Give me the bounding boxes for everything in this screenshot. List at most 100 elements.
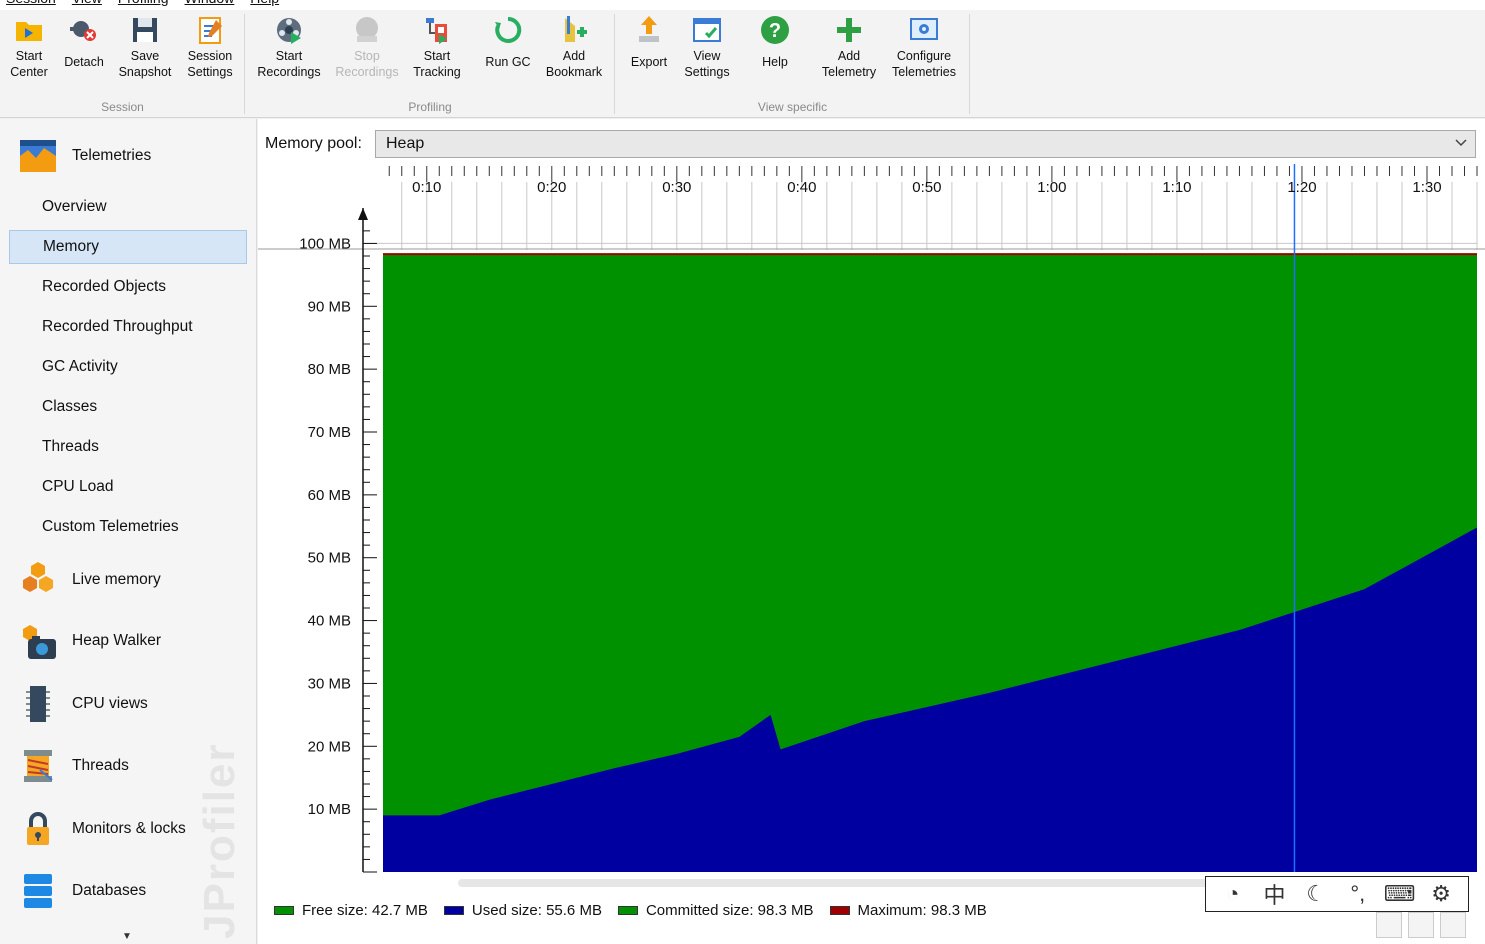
view-settings-icon: [693, 18, 721, 42]
scroll-down-arrow-icon[interactable]: ▼: [122, 931, 132, 942]
add-bookmark-button[interactable]: Add Bookmark: [541, 14, 607, 94]
y-tick-label: 30 MB: [308, 675, 351, 692]
monitors-locks-icon: [27, 812, 49, 845]
start-recordings-button[interactable]: Start Recordings: [253, 14, 325, 94]
sidebar-section-label: Live memory: [72, 571, 161, 588]
sidebar-section-heap-walker[interactable]: Heap Walker: [18, 621, 161, 661]
sidebar-section-label: Heap Walker: [72, 632, 162, 649]
zoom-out-icon[interactable]: [1376, 912, 1402, 938]
moon-icon[interactable]: ☾: [1306, 881, 1326, 906]
sidebar-section-telemetries[interactable]: Telemetries: [18, 136, 151, 176]
detach-button[interactable]: Detach: [60, 14, 108, 94]
session-settings-icon: [199, 17, 222, 44]
x-tick-label: 1:30: [1412, 179, 1441, 196]
menu-profiling[interactable]: Profiling: [118, 0, 169, 10]
menu-session[interactable]: Session: [6, 0, 56, 10]
y-tick-label: 100 MB: [299, 235, 351, 252]
start-center-icon: [16, 22, 42, 41]
y-tick-label: 20 MB: [308, 738, 351, 755]
y-tick-label: 90 MB: [308, 298, 351, 315]
fit-icon[interactable]: [1440, 912, 1466, 938]
y-tick-label: 40 MB: [308, 613, 351, 630]
sidebar-section-label: Monitors & locks: [72, 820, 186, 837]
sidebar-section-monitors-locks[interactable]: Monitors & locks: [18, 809, 186, 849]
legend-maximum: Maximum: 98.3 MB: [829, 902, 987, 919]
sidebar-section-threads[interactable]: Threads: [18, 746, 129, 786]
help-icon: ?: [761, 16, 789, 44]
stop-recordings-button[interactable]: Stop Recordings: [331, 14, 403, 94]
configure-telemetries-button[interactable]: Configure Telemetries: [887, 14, 961, 94]
legend-swatch: [443, 906, 464, 915]
session-settings-button[interactable]: Session Settings: [180, 14, 240, 94]
save-snapshot-icon: [133, 18, 157, 42]
x-tick-label: 0:20: [537, 179, 566, 196]
horizontal-scrollbar[interactable]: [458, 879, 1218, 887]
sidebar-item-custom-telemetries[interactable]: Custom Telemetries: [42, 518, 179, 535]
sidebar-item-classes[interactable]: Classes: [42, 398, 98, 415]
start-tracking-icon: [426, 18, 447, 44]
x-tick-label: 0:50: [912, 179, 941, 196]
y-tick-label: 80 MB: [308, 361, 351, 378]
help-button[interactable]: ? Help: [751, 14, 799, 94]
menu-view[interactable]: View: [72, 0, 102, 10]
sidebar-section-live-memory[interactable]: Live memory: [18, 560, 161, 600]
x-tick-label: 1:10: [1162, 179, 1191, 196]
sidebar-section-label: Telemetries: [72, 147, 152, 164]
live-memory-icon: [23, 562, 53, 592]
gear-icon[interactable]: ⚙: [1431, 881, 1451, 906]
sidebar-item-memory[interactable]: Memory: [9, 230, 247, 264]
add-telemetry-button[interactable]: Add Telemetry: [815, 14, 883, 94]
x-tick-label: 0:40: [787, 179, 816, 196]
chart-legend: Free size: 42.7 MB Used size: 55.6 MB Co…: [274, 902, 987, 919]
group-label-profiling: Profiling: [408, 100, 452, 114]
heap-walker-icon: [23, 625, 56, 659]
sidebar-item-gc-activity[interactable]: GC Activity: [42, 358, 118, 375]
x-tick-label: 0:10: [412, 179, 441, 196]
group-label-view-specific: View specific: [757, 100, 828, 114]
menu-help[interactable]: Help: [250, 0, 279, 10]
export-button[interactable]: Export: [625, 14, 673, 94]
menu-window[interactable]: Window: [185, 0, 235, 10]
svg-text:?: ?: [769, 20, 781, 42]
legend-swatch: [617, 906, 638, 915]
ime-toolbar: ◔ 中 ☾ °, ⌨ ⚙: [1205, 876, 1469, 912]
memory-telemetry-panel: Memory pool: Heap 0:10 0:20 0:30 0:40 0:50 1:…: [258, 119, 1485, 944]
sidebar-item-overview[interactable]: Overview: [42, 198, 107, 215]
start-tracking-button[interactable]: Start Tracking: [407, 14, 467, 94]
run-gc-button[interactable]: Run GC: [481, 14, 535, 94]
legend-committed-size: Committed size: 98.3 MB: [617, 902, 814, 919]
save-snapshot-button[interactable]: Save Snapshot: [114, 14, 176, 94]
sidebar-item-recorded-objects[interactable]: Recorded Objects: [42, 278, 167, 295]
telemetries-icon: [20, 140, 56, 172]
sidebar-item-recorded-throughput[interactable]: Recorded Throughput: [42, 318, 193, 335]
y-tick-label: 10 MB: [308, 801, 351, 818]
memory-chart[interactable]: 0:10 0:20 0:30 0:40 0:50 1:00 1:10 1:20 1:30 10 M…: [258, 164, 1485, 884]
group-label-session: Session: [101, 100, 144, 114]
keyboard-icon[interactable]: ⌨: [1383, 881, 1416, 906]
toolbar: Start Center Detach Save Snapshot Sessio…: [0, 10, 1485, 118]
sidebar-item-threads[interactable]: Threads: [42, 438, 99, 455]
punctuation-icon[interactable]: °,: [1350, 881, 1366, 906]
start-center-button[interactable]: Start Center: [6, 14, 52, 94]
add-telemetry-icon: [837, 18, 861, 42]
sidebar-section-label: Threads: [72, 757, 129, 774]
x-tick-label: 1:00: [1037, 179, 1066, 196]
y-axis-arrow: [358, 208, 368, 220]
memory-pool-select[interactable]: Heap: [375, 130, 1476, 158]
zoom-in-icon[interactable]: [1408, 912, 1434, 938]
chart-axes: 0:10 0:20 0:30 0:40 0:50 1:00 1:10 1:20 1:30 10 M…: [299, 179, 1442, 873]
sidebar-item-cpu-load[interactable]: CPU Load: [42, 478, 114, 495]
ime-chinese-mode[interactable]: 中: [1263, 883, 1286, 908]
x-tick-label: 1:20: [1287, 179, 1316, 196]
corner-tools: [1376, 912, 1466, 938]
legend-free-size: Free size: 42.7 MB: [274, 902, 428, 919]
view-settings-button[interactable]: View Settings: [677, 14, 737, 94]
run-gc-icon: [495, 16, 522, 43]
sidebar-section-cpu-views[interactable]: CPU views: [18, 684, 148, 724]
threads-icon: [24, 750, 53, 782]
gauge-icon[interactable]: ◔: [1226, 881, 1240, 906]
sidebar-section-databases[interactable]: Databases: [18, 871, 146, 911]
sidebar-section-label: CPU views: [72, 695, 148, 712]
chart-areas: [383, 164, 1477, 873]
sidebar-section-label: Databases: [72, 882, 147, 899]
